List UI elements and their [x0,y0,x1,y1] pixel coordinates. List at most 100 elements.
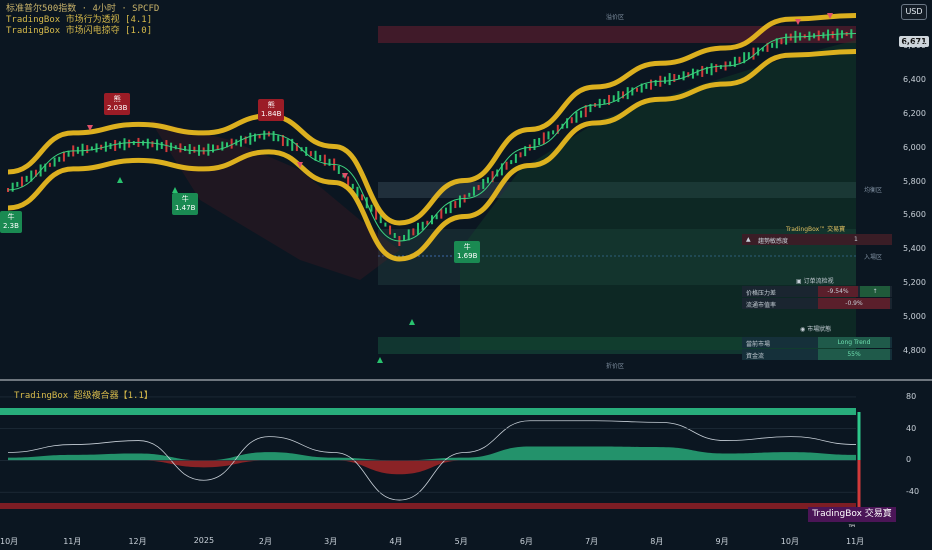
x-tick-label: 5月 [454,537,468,546]
premium-zone-label: 溢价区 [606,14,625,21]
y-tick-label: 5,000 [903,312,926,322]
candle [389,225,392,235]
candle [319,154,322,161]
candle [608,94,611,105]
bear-fill [150,120,400,280]
candle [533,138,536,150]
y-tick-label: 6,000 [903,142,926,152]
candle [733,56,736,67]
candle [682,71,685,81]
candle [426,220,429,225]
candle [272,131,275,142]
candle [705,66,708,74]
y-tick-label: 5,800 [903,176,926,186]
brand-badge: TradingBox 交易寶™ [808,507,896,534]
equilibrium-zone-label: 均衡区 [864,187,883,194]
candle [719,65,722,70]
candle [580,110,583,118]
candle [286,139,289,147]
candle [752,47,755,60]
last-price-tag: 6,671 [899,36,929,47]
x-tick-label: 9月 [715,537,729,546]
x-tick-label: 10月 [0,537,19,546]
candle [48,162,51,167]
y-tick-label: 4,800 [903,346,926,356]
buy-marker [377,357,383,363]
candle [617,91,620,103]
candle [81,143,84,156]
sell-marker [795,19,801,25]
sell-marker [827,13,833,19]
candle [500,163,503,176]
buy-marker [117,177,123,183]
market-title: ◉ 市場狀態 [800,326,832,333]
candle [230,138,233,149]
candle [636,87,639,92]
candle [337,165,340,174]
candle [603,99,606,105]
candle [687,72,690,78]
candle [622,91,625,99]
candle [477,185,480,191]
sub-y-tick-label: 80 [906,391,917,401]
band-lower [7,49,857,262]
candle [198,144,201,156]
price-series-line [7,33,857,242]
candle [440,208,443,219]
candle [538,137,541,145]
candle [146,138,149,149]
indicator-1-label: TradingBox 市场行为透视 [4.1] [6,15,153,25]
candle [589,104,592,113]
candle [729,61,732,67]
candle [375,207,378,220]
liquidity-row: 流通市值率 -0.9% [742,298,892,309]
discount-zone-box [378,337,856,354]
candle [542,132,545,145]
candle [738,56,741,63]
bear-signal: 熊 2.03B [104,93,131,115]
candle [486,177,489,184]
sub-y-tick-label: 40 [906,423,917,433]
y-tick-label: 5,200 [903,278,926,288]
y-tick-label: 6,200 [903,108,926,118]
indicator-2-label: TradingBox 市场闪电掠夺 [1.0] [6,26,153,36]
x-tick-label: 8月 [650,537,664,546]
candle [25,175,28,182]
candle [514,153,517,163]
candle [225,142,228,148]
candle [570,117,573,124]
symbol-title: 标准普尔500指数 · 4小时 · SPCFD [6,4,160,14]
pressure-row: 价格压力差 -9.54% ↑ [742,286,892,297]
candle [123,138,126,151]
x-tick-label: 11月 [63,537,82,546]
candle [244,136,247,144]
candle [491,171,494,183]
candle [640,83,643,93]
x-tick-label: 12月 [128,537,147,546]
candle [710,63,713,76]
candle [775,38,778,49]
x-tick-label: 7月 [585,537,599,546]
candle [417,222,420,235]
candle [151,141,154,148]
x-tick-label: 6月 [519,537,533,546]
candle [291,138,294,151]
candle [114,139,117,151]
candle [323,154,326,166]
candle [109,143,112,150]
candle [701,65,704,77]
candle [328,158,331,166]
candle [34,169,37,177]
candle [249,132,252,145]
x-tick-label: 3月 [324,537,338,546]
candle [505,161,508,170]
candle [556,124,559,134]
candle [668,73,671,86]
candle [384,222,387,227]
candle [673,73,676,82]
currency-button[interactable]: USD [901,4,927,20]
y-tick-label: 5,400 [903,244,926,254]
candle [696,69,699,76]
candle [393,233,396,239]
